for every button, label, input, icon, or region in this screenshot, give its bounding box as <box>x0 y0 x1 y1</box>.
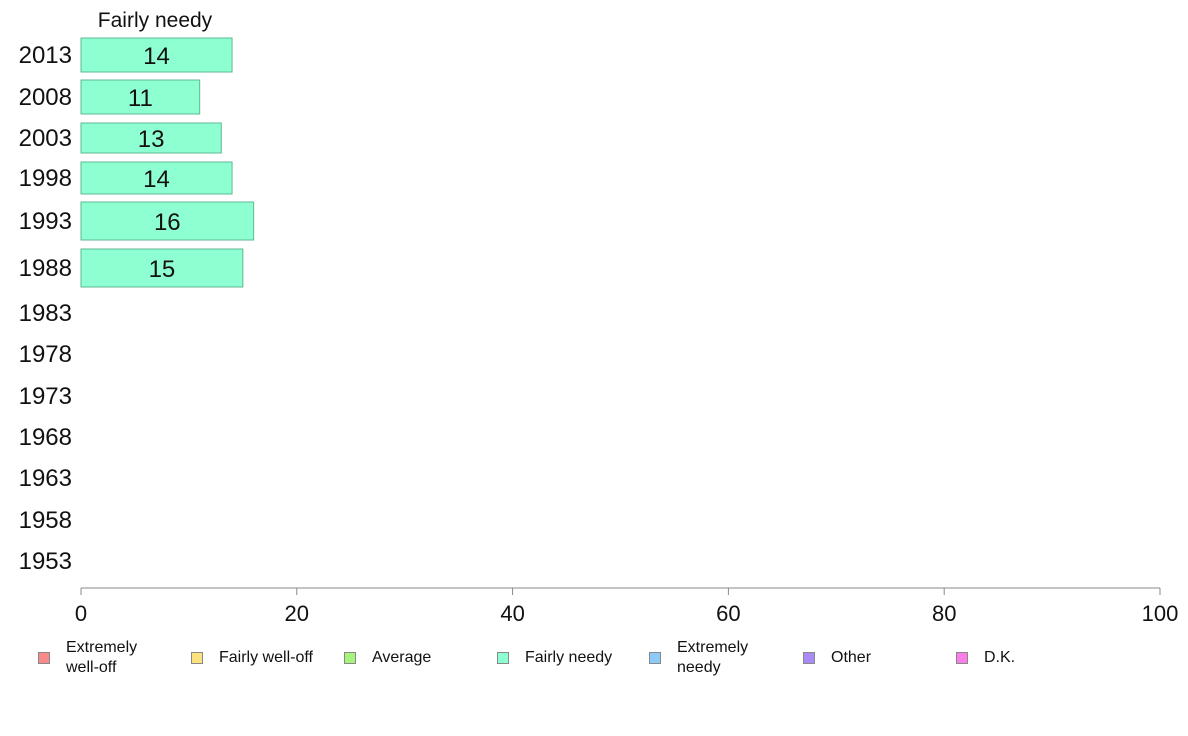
x-tick-label: 0 <box>75 601 87 626</box>
x-tick-label: 100 <box>1142 601 1179 626</box>
x-axis: 0 20 40 60 80 100 <box>75 587 1179 626</box>
legend-item: Fairly needy <box>497 636 635 680</box>
category-label: 2008 <box>19 84 72 111</box>
legend-label: Average <box>372 649 432 666</box>
legend-swatch <box>497 652 509 664</box>
legend-swatch <box>344 652 356 664</box>
bar <box>80 161 233 195</box>
legend-label: Extremely well-off <box>66 639 138 676</box>
category-label: 1983 <box>19 300 72 327</box>
legend: Extremely well-off Fairly well-off Average… <box>30 636 1170 686</box>
category-label: 1963 <box>19 465 72 492</box>
bar-value-label: 15 <box>149 256 176 283</box>
bar-value-label: 13 <box>138 126 165 153</box>
category-label: 1958 <box>19 507 72 534</box>
legend-swatch <box>956 652 968 664</box>
category-label: 1973 <box>19 383 72 410</box>
category-label: 1998 <box>19 165 72 192</box>
category-label: 1978 <box>19 341 72 368</box>
x-tick-label: 60 <box>716 601 740 626</box>
x-tick-label: 80 <box>932 601 956 626</box>
legend-swatch <box>191 652 203 664</box>
bar-value-label: 11 <box>128 85 153 112</box>
legend-label: D.K. <box>984 649 1016 666</box>
bar-value-label: 14 <box>143 43 170 70</box>
legend-label: Other <box>831 649 872 666</box>
category-labels: 2013 2008 2003 1998 1993 1988 1983 1978 1973 1968… <box>19 42 72 575</box>
x-tick-label: 40 <box>500 601 524 626</box>
legend-label: Fairly well-off <box>219 649 313 666</box>
legend-item: Other <box>803 636 941 680</box>
category-label: 2013 <box>19 42 72 69</box>
legend-item: Average <box>344 636 482 680</box>
bar <box>80 37 233 73</box>
bar-value-label: 16 <box>154 209 181 236</box>
category-label: 1953 <box>19 548 72 575</box>
legend-item: D.K. <box>956 636 1094 680</box>
bar-value-label: 14 <box>143 166 170 193</box>
legend-label: Fairly needy <box>525 649 613 666</box>
bar <box>80 248 244 288</box>
bars: 14 11 13 14 16 15 <box>80 37 255 288</box>
legend-item: Extremely needy <box>649 636 767 680</box>
category-label: 1993 <box>19 208 72 235</box>
category-label: 1988 <box>19 255 72 282</box>
x-tick-label: 20 <box>285 601 309 626</box>
legend-item: Extremely well-off <box>38 636 152 680</box>
bar <box>80 79 201 115</box>
chart: Fairly needy 201320082003199819931988198… <box>19 9 1179 626</box>
legend-label: Extremely needy <box>677 639 749 676</box>
legend-swatch <box>649 652 661 664</box>
bar <box>80 122 222 154</box>
legend-item: Fairly well-off <box>191 636 329 680</box>
category-label: 1968 <box>19 424 72 451</box>
category-label: 2003 <box>19 125 72 152</box>
panel-title: Fairly needy <box>98 9 213 32</box>
bar <box>80 201 255 241</box>
legend-swatch <box>803 652 815 664</box>
legend-swatch <box>38 652 50 664</box>
